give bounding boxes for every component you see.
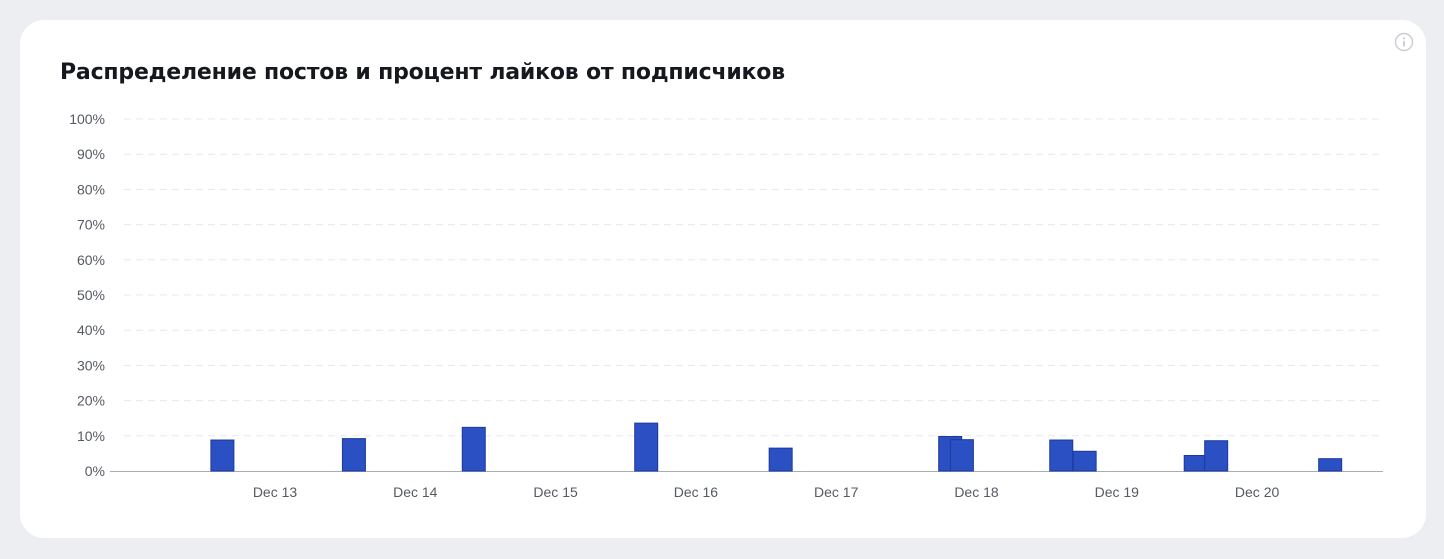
y-tick-label: 50% xyxy=(77,287,105,303)
bar[interactable] xyxy=(1318,458,1343,472)
y-tick-label: 30% xyxy=(77,357,105,373)
bar[interactable] xyxy=(634,422,659,472)
bar-chart: 0% 10% 20% 30% 40% 50% 60% 70% 80% 90% 100% Dec 13… xyxy=(69,111,1383,500)
bar[interactable] xyxy=(341,438,366,472)
y-tick-label: 80% xyxy=(77,181,105,197)
bar[interactable] xyxy=(768,447,793,472)
y-tick-label: 90% xyxy=(77,146,105,162)
x-tick-label: Dec 19 xyxy=(1095,484,1140,500)
info-icon[interactable] xyxy=(1394,32,1414,52)
x-tick-label: Dec 18 xyxy=(954,484,999,500)
x-axis: Dec 13 Dec 14 Dec 15 Dec 16 Dec 17 Dec 18 Dec … xyxy=(110,471,1383,500)
y-tick-label: 40% xyxy=(77,322,105,338)
y-tick-label: 10% xyxy=(77,428,105,444)
bar[interactable] xyxy=(949,439,974,472)
x-tick-label: Dec 17 xyxy=(814,484,859,500)
chart-card: Распределение постов и процент лайков от… xyxy=(20,20,1426,538)
x-tick-label: Dec 13 xyxy=(253,484,298,500)
x-tick-label: Dec 16 xyxy=(674,484,719,500)
y-tick-label: 20% xyxy=(77,393,105,409)
bar[interactable] xyxy=(1183,455,1208,472)
bars xyxy=(210,422,1343,472)
y-tick-label: 100% xyxy=(69,111,105,127)
bar[interactable] xyxy=(1072,450,1097,472)
x-tick-label: Dec 14 xyxy=(393,484,438,500)
y-axis: 0% 10% 20% 30% 40% 50% 60% 70% 80% 90% 100% xyxy=(69,111,105,479)
x-tick-label: Dec 15 xyxy=(533,484,578,500)
y-tick-label: 60% xyxy=(77,252,105,268)
chart-title: Распределение постов и процент лайков от… xyxy=(60,60,785,85)
y-tick-label: 70% xyxy=(77,217,105,233)
grid-lines xyxy=(124,118,1383,437)
bar[interactable] xyxy=(1049,439,1074,472)
y-tick-label: 0% xyxy=(85,463,105,479)
bar[interactable] xyxy=(1204,440,1229,472)
bar[interactable] xyxy=(210,439,235,472)
x-tick-label: Dec 20 xyxy=(1235,484,1280,500)
bar[interactable] xyxy=(461,426,486,472)
